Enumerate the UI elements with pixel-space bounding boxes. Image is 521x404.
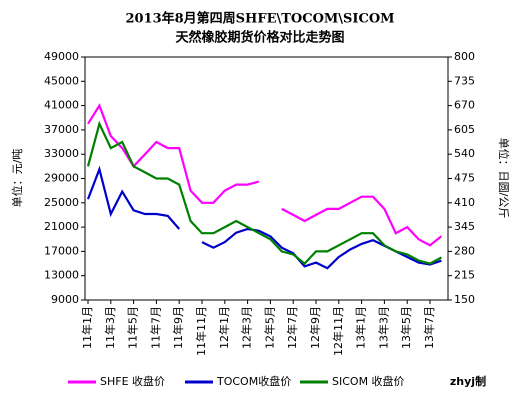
- y-tick-label: 9000: [51, 293, 79, 306]
- y-tick-label: 13000: [44, 269, 79, 282]
- x-tick-label: 11年3月: [103, 306, 117, 349]
- series-line: [86, 165, 442, 270]
- x-tick-label: 13年3月: [376, 306, 390, 349]
- y-tick-label: 45000: [44, 74, 79, 87]
- y2-tick-label: 215: [454, 269, 475, 282]
- y2-tick-label: 800: [454, 50, 475, 63]
- y-tick-label: 25000: [44, 196, 79, 209]
- x-tick-label: 11年1月: [80, 306, 94, 349]
- y-tick-label: 41000: [44, 99, 79, 112]
- footer: zhyj制: [450, 374, 486, 388]
- y-tick-label: 37000: [44, 123, 79, 136]
- x-tick-label: 12年7月: [285, 306, 299, 349]
- y2-axis-label: 单位：日圆/公斤: [497, 138, 511, 219]
- plot-frame: [84, 56, 449, 301]
- x-tick-label: 12年5月: [262, 306, 276, 349]
- x-tick-label: 13年5月: [399, 306, 413, 349]
- x-tick-label: 13年1月: [354, 306, 368, 349]
- series-line: [86, 120, 442, 266]
- y2-tick-label: 670: [454, 99, 475, 112]
- y-tick-label: 33000: [44, 147, 79, 160]
- legend-label: SHFE 收盘价: [100, 374, 165, 388]
- x-tick-label: 11年9月: [171, 306, 185, 349]
- y-axis-label: 单位：元/吨: [10, 149, 24, 208]
- y2-tick-label: 540: [454, 147, 475, 160]
- x-tick-label: 12年3月: [240, 306, 254, 349]
- y2-tick-label: 280: [454, 244, 475, 257]
- y2-tick-label: 345: [454, 220, 475, 233]
- x-tick-label: 12年11月: [331, 306, 345, 356]
- x-tick-label: 12年9月: [308, 306, 322, 349]
- chart-title: 2013年8月第四周SHFE\TOCOM\SICOM: [125, 11, 394, 27]
- y2-tick-label: 410: [454, 196, 475, 209]
- x-tick-label: 11年7月: [148, 306, 162, 349]
- y-tick-label: 49000: [44, 50, 79, 63]
- x-tick-label: 11年5月: [126, 306, 140, 349]
- y2-tick-label: 735: [454, 74, 475, 87]
- legend-label: SICOM 收盘价: [332, 374, 405, 388]
- legend-label: TOCOM收盘价: [216, 374, 291, 388]
- x-tick-label: 12年1月: [217, 306, 231, 349]
- y-tick-label: 29000: [44, 172, 79, 185]
- y-tick-label: 17000: [44, 244, 79, 257]
- y2-tick-label: 475: [454, 172, 475, 185]
- y2-tick-label: 605: [454, 123, 475, 136]
- series-line: [87, 103, 443, 247]
- chart-subtitle: 天然橡胶期货价格对比走势图: [175, 30, 344, 46]
- y-tick-label: 21000: [44, 220, 79, 233]
- x-tick-label: 13年7月: [422, 306, 436, 349]
- x-tick-label: 11年11月: [194, 306, 208, 356]
- y2-tick-label: 150: [454, 293, 475, 306]
